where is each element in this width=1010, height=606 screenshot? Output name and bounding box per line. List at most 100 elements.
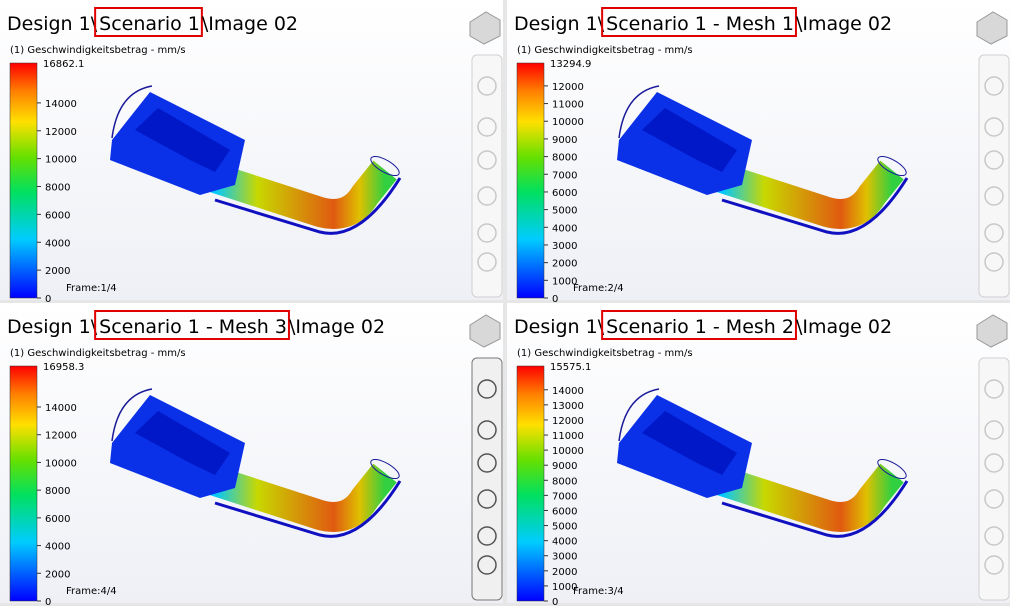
title-prefix: Design 1\ <box>514 13 605 35</box>
colorbar-tick-label: 6000 <box>45 210 70 221</box>
toolbar-button[interactable] <box>477 453 497 473</box>
toolbar-button[interactable] <box>984 555 1004 575</box>
colorbar-tick-label: 4000 <box>552 537 577 548</box>
colorbar-tick-label: 6000 <box>552 506 577 517</box>
toolbar-button[interactable] <box>477 526 497 546</box>
panel-background <box>0 0 503 300</box>
colorbar-tick-label: 6000 <box>552 188 577 199</box>
colorbar-tick-label: 0 <box>45 294 51 305</box>
view-cube <box>469 314 501 348</box>
legend-label: (1) Geschwindigkeitsbetrag - mm/s <box>517 45 693 56</box>
toolbar-button[interactable] <box>984 223 1004 243</box>
colorbar-tick-label: 8000 <box>552 153 577 164</box>
frame-label: Frame:2/4 <box>573 283 624 294</box>
colorbar-tick-label: 0 <box>552 597 558 606</box>
colorbar-tick-label: 4000 <box>45 542 70 553</box>
toolbar-button[interactable] <box>477 223 497 243</box>
model-outlet <box>877 155 907 177</box>
toolbar-button[interactable] <box>477 76 497 96</box>
colorbar-tick-label: 11000 <box>552 100 584 111</box>
colorbar-tick-label: 4000 <box>552 223 577 234</box>
toolbar-button[interactable] <box>984 379 1004 399</box>
title-prefix: Design 1\ <box>7 13 98 35</box>
highlight-box <box>601 310 797 340</box>
colorbar <box>516 365 545 602</box>
highlight-box <box>94 7 203 37</box>
toolbar-button[interactable] <box>984 117 1004 137</box>
model-inner <box>135 411 230 475</box>
colorbar-tick-label: 7000 <box>552 170 577 181</box>
colorbar <box>9 62 38 299</box>
colorbar <box>9 365 38 602</box>
colorbar-tick-label: 12000 <box>552 82 584 93</box>
toolbar-button[interactable] <box>984 453 1004 473</box>
viewport-panel: Design 1\ Scenario 1 \Image 02 (1) Geschwin… <box>0 0 503 305</box>
colorbar-tick-label: 8000 <box>45 486 70 497</box>
colorbar-tick-label: 5000 <box>552 522 577 533</box>
toolbar-button[interactable] <box>477 420 497 440</box>
title-suffix: \Image 02 <box>796 13 892 35</box>
colorbar-tick-label: 8000 <box>45 183 70 194</box>
highlight-box <box>94 310 290 340</box>
toolbar-button[interactable] <box>984 186 1004 206</box>
frame-label: Frame:4/4 <box>66 586 117 597</box>
colorbar <box>516 62 545 299</box>
view-cube <box>976 314 1008 348</box>
colorbar-tick-label: 11000 <box>552 431 584 442</box>
title-prefix: Design 1\ <box>7 316 98 338</box>
colorbar-tick-label: 9000 <box>552 461 577 472</box>
colorbar-max: 16958.3 <box>43 362 84 373</box>
title-suffix: \Image 02 <box>796 316 892 338</box>
model-pipe <box>717 160 904 229</box>
colorbar-tick-label: 6000 <box>45 514 70 525</box>
title-scenario: Scenario 1 - Mesh 3 <box>99 316 287 338</box>
colorbar-max: 16862.1 <box>43 59 84 70</box>
toolbar-button[interactable] <box>984 76 1004 96</box>
viewport-panel: Design 1\ Scenario 1 - Mesh 1 \Image 02 (1)… <box>507 0 1010 305</box>
panel-background <box>507 303 1010 603</box>
toolbar-button[interactable] <box>477 252 497 272</box>
toolbar-button[interactable] <box>477 379 497 399</box>
title-suffix: \Image 02 <box>289 316 385 338</box>
model-outline <box>111 85 153 139</box>
legend-label: (1) Geschwindigkeitsbetrag - mm/s <box>10 348 186 359</box>
model-outlet <box>370 458 400 480</box>
toolbar-button[interactable] <box>984 489 1004 509</box>
legend-label: (1) Geschwindigkeitsbetrag - mm/s <box>10 45 186 56</box>
colorbar-tick-label: 13000 <box>552 401 584 412</box>
viewport-panel: Design 1\ Scenario 1 - Mesh 2 \Image 02 (1)… <box>507 303 1010 606</box>
colorbar-tick-label: 10000 <box>45 155 77 166</box>
model-outline <box>618 388 660 442</box>
toolbar-button[interactable] <box>477 186 497 206</box>
title-prefix: Design 1\ <box>514 316 605 338</box>
colorbar-tick-label: 14000 <box>45 403 77 414</box>
toolbar-button[interactable] <box>984 420 1004 440</box>
colorbar-tick-label: 0 <box>552 294 558 305</box>
toolbar-button[interactable] <box>984 150 1004 170</box>
title-scenario: Scenario 1 - Mesh 2 <box>606 316 794 338</box>
colorbar-tick-label: 12000 <box>552 416 584 427</box>
toolbar-button[interactable] <box>477 489 497 509</box>
toolbar-button[interactable] <box>477 150 497 170</box>
toolbar-button[interactable] <box>984 252 1004 272</box>
model-pipe-edge <box>214 177 402 235</box>
colorbar-tick-label: 4000 <box>45 238 70 249</box>
model-inner <box>135 108 230 172</box>
title-scenario: Scenario 1 - Mesh 1 <box>606 13 794 35</box>
colorbar-tick-label: 10000 <box>45 458 77 469</box>
toolbar-button[interactable] <box>984 526 1004 546</box>
colorbar-tick-label: 10000 <box>552 446 584 457</box>
colorbar-tick-label: 2000 <box>45 569 70 580</box>
model-pipe-edge <box>721 177 909 235</box>
title-suffix: \Image 02 <box>202 13 298 35</box>
toolbar-button[interactable] <box>477 117 497 137</box>
colorbar-tick-label: 7000 <box>552 491 577 502</box>
model-pipe <box>210 463 397 532</box>
model-outlet <box>877 458 907 480</box>
colorbar-tick-label: 14000 <box>552 386 584 397</box>
model-outline <box>618 85 660 139</box>
view-cube <box>469 11 501 45</box>
toolbar <box>471 54 503 298</box>
panel-background <box>0 303 503 603</box>
toolbar-button[interactable] <box>477 555 497 575</box>
